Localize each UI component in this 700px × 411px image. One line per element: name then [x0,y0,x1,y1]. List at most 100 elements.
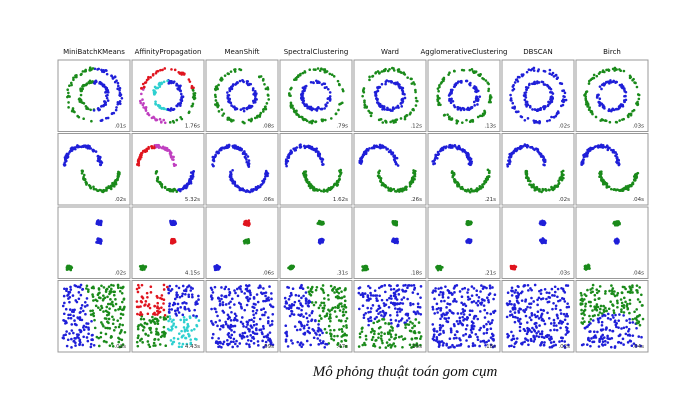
scatter-point [227,335,231,338]
scatter-point [334,295,338,299]
scatter-point [220,294,223,297]
scatter-point [229,101,233,105]
scatter-point [266,321,270,325]
scatter-point [69,81,73,85]
scatter-point [319,239,323,242]
scatter-point [70,83,73,87]
scatter-point [67,297,70,300]
scatter-point [112,185,116,188]
scatter-point [113,180,117,183]
scatter-point [268,285,271,288]
scatter-point [552,187,556,190]
scatter-point [479,326,482,330]
scatter-point [301,71,305,75]
scatter-point [551,92,555,95]
scatter-point [302,315,305,318]
scatter-point [210,307,213,311]
scatter-point [306,320,310,323]
scatter-point [397,324,400,328]
scatter-point [224,322,228,326]
scatter-point [235,287,239,291]
scatter-point [171,119,175,123]
scatter-point [148,306,152,310]
scatter-point [481,339,485,343]
scatter-point [81,70,85,73]
scatter-point [164,331,167,335]
scatter-point [476,103,479,106]
scatter-point [89,186,92,189]
scatter-point [242,188,245,192]
scatter-point [300,345,303,349]
scatter-point [162,118,166,122]
column-title: MeanShift [225,48,260,56]
scatter-point [473,104,476,107]
scatter-point [166,188,169,192]
scatter-point [314,68,317,71]
scatter-point [163,335,166,338]
scatter-point [486,296,489,300]
scatter-point [99,335,103,339]
scatter-point [527,68,531,71]
scatter-point [476,335,479,339]
scatter-point [322,190,326,193]
scatter-point [79,293,83,297]
timing-label: .02s [558,197,570,203]
scatter-point [453,105,457,109]
scatter-point [408,112,412,116]
scatter-point [469,335,472,339]
scatter-point [82,326,85,329]
scatter-point [391,109,394,112]
scatter-point [543,70,547,73]
scatter-point [176,87,179,90]
scatter-point [524,100,528,104]
scatter-point [259,291,263,294]
scatter-point [394,333,398,337]
scatter-point [170,156,173,159]
scatter-point [389,313,392,317]
scatter-point [260,308,263,312]
scatter-point [170,68,173,71]
scatter-point [404,313,408,316]
scatter-point [230,104,233,107]
scatter-point [99,242,103,245]
scatter-point [63,161,67,164]
scatter-point [91,80,94,83]
scatter-point [492,297,495,301]
scatter-point [92,109,96,112]
scatter-point [460,121,464,124]
column-title: AgglomerativeClustering [420,48,507,56]
scatter-point [368,111,372,114]
scatter-point [229,70,233,73]
scatter-point [328,91,332,94]
timing-label: 1.62s [333,197,348,203]
scatter-point [180,345,184,349]
scatter-point [301,304,304,308]
scatter-point [89,342,93,346]
scatter-point [302,102,306,105]
scatter-point [71,108,75,112]
scatter-point [334,112,338,116]
scatter-point [527,83,531,87]
scatter-point [373,344,377,348]
scatter-point [389,301,393,305]
scatter-point [216,324,219,328]
scatter-point [440,340,444,343]
scatter-point [87,332,90,336]
scatter-point [141,82,145,86]
scatter-point [284,158,288,161]
scatter-point [419,337,422,341]
scatter-point [100,239,103,243]
scatter-point [305,178,309,182]
scatter-point [151,315,154,319]
scatter-point [72,314,75,318]
scatter-point [242,335,246,339]
scatter-point [190,104,194,108]
scatter-point [460,301,463,305]
scatter-point [175,284,178,288]
scatter-point [83,305,87,308]
scatter-point [88,81,92,85]
scatter-point [328,313,332,316]
scatter-point [104,309,108,313]
timing-label: .02s [114,271,126,277]
scatter-point [68,300,71,304]
